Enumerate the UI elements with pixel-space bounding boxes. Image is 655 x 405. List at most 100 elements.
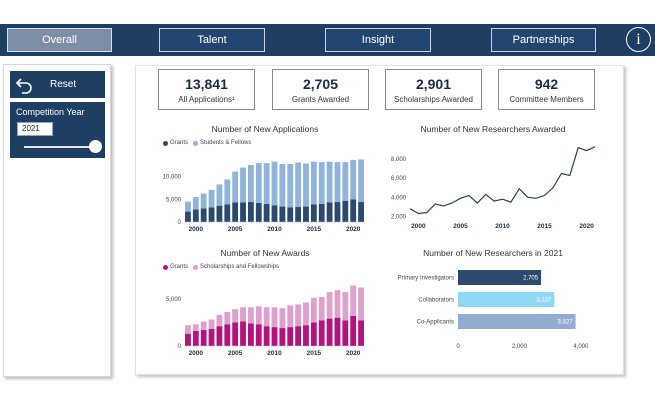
competition-year-filter: Competition Year 2021 (10, 102, 105, 158)
top-navigation-bar: Overall Talent Insight Partnerships i (0, 24, 655, 56)
x-tick-label: 4,000 (573, 344, 589, 350)
chart-title-researchers-awarded: Number of New Researchers Awarded (420, 124, 566, 134)
year-slider-track[interactable] (24, 146, 94, 148)
legend-label: Grants (170, 264, 189, 270)
data-label: 3,827 (558, 320, 574, 326)
y-tick-label: 0 (178, 344, 182, 350)
bar-segment (263, 203, 270, 222)
reset-button[interactable]: Reset (10, 71, 105, 98)
competition-year-input[interactable]: 2021 (17, 122, 53, 136)
tab-partnerships[interactable]: Partnerships (491, 28, 596, 52)
x-tick-label: 2000 (189, 350, 204, 357)
bar-segment (287, 207, 294, 222)
x-tick-label: 2000 (189, 226, 204, 233)
bar-segment (216, 205, 223, 222)
kpi-value: 942 (534, 76, 559, 92)
applications-chart: 0 5,000 10,000 2000 2005 2010 2015 2020 (163, 159, 365, 233)
bar-segment (224, 179, 231, 205)
y-tick-label: 2,000 (391, 214, 407, 220)
x-tick-label: 2010 (267, 350, 282, 357)
legend-label: Students & Fellows (200, 140, 252, 146)
bar-segment (342, 292, 349, 321)
bar-segment (255, 163, 262, 203)
bar-segment (232, 309, 239, 323)
x-tick-label: 0 (456, 344, 460, 350)
bar-segment (232, 171, 239, 203)
bar-segment (240, 321, 246, 346)
y-tick-label: 6,000 (391, 176, 407, 182)
x-tick-label: 2005 (228, 350, 243, 357)
bar-segment (192, 324, 199, 331)
bar-segment (240, 202, 246, 222)
bar-segment (295, 162, 302, 208)
awards-chart: 0 5,000 2000 2005 2010 2015 2020 (166, 285, 365, 357)
bar-segment (192, 330, 199, 346)
competition-year-label: Competition Year (16, 107, 85, 117)
category-label: Co-Applicants (417, 320, 454, 326)
legend-swatch (163, 140, 168, 146)
x-tick-label: 2005 (228, 226, 243, 233)
kpi-committee-members: 942 Committee Members (498, 69, 595, 110)
legend-label: Grants (170, 140, 189, 146)
bar-segment (185, 201, 191, 212)
bar-segment (342, 200, 349, 222)
legend-awards: Grants Scholarships and Fellowships (163, 264, 284, 270)
bar-segment (287, 163, 294, 208)
bar-segment (303, 163, 309, 207)
bar-segment (350, 315, 357, 346)
bar-segment (240, 167, 246, 203)
bar-segment (263, 307, 270, 327)
bar-segment (208, 189, 215, 208)
x-tick-label: 2000 (411, 223, 426, 230)
bar (458, 314, 576, 329)
bar-segment (334, 202, 341, 222)
bar-segment (216, 314, 223, 327)
kpi-all-applications: 13,841 All Applications¹ (158, 69, 255, 110)
bar-segment (318, 296, 325, 321)
info-icon[interactable]: i (626, 27, 651, 52)
x-tick-label: 2020 (346, 350, 361, 357)
legend-swatch (193, 140, 199, 146)
bar-segment (247, 202, 254, 222)
legend-label: Scholarships and Fellowships (200, 264, 280, 270)
bar-segment (358, 202, 364, 222)
undo-arrow-icon (15, 77, 32, 94)
chart-title-awards: Number of New Awards (220, 248, 310, 258)
bar-segment (208, 329, 215, 346)
series-line (409, 146, 596, 215)
kpi-label: Scholarships Awarded (393, 95, 473, 104)
bar-segment (255, 202, 262, 222)
bar-segment (334, 162, 341, 203)
bar-segment (295, 207, 302, 222)
bar-segment (216, 184, 223, 206)
tab-insight[interactable]: Insight (325, 28, 431, 52)
bar-segment (255, 324, 262, 346)
bar-segment (200, 193, 207, 209)
legend-applications: Grants Students & Fellows (163, 140, 256, 146)
tab-overall[interactable]: Overall (7, 28, 112, 52)
chart-title-applications: Number of New Applications (211, 124, 319, 134)
bar-segment (310, 204, 317, 222)
bar-segment (185, 211, 191, 222)
legend-item: Grants (163, 140, 188, 146)
bar-segment (279, 328, 286, 346)
bar-segment (192, 209, 199, 222)
bar-segment (232, 202, 239, 222)
bar-segment (303, 206, 309, 222)
data-label: 2,705 (523, 276, 539, 282)
bar-segment (247, 323, 254, 346)
bar-segment (350, 285, 357, 316)
researchers-awarded-chart: 2,000 4,000 6,000 8,000 2000 2005 2010 2015 2020 (391, 146, 596, 230)
bar-segment (310, 322, 317, 346)
bar-segment (279, 308, 286, 329)
x-tick-label: 2,000 (512, 344, 528, 350)
kpi-value: 2,901 (415, 76, 452, 92)
bar-segment (200, 329, 207, 346)
y-tick-label: 8,000 (391, 157, 407, 163)
bar-segment (326, 202, 333, 222)
bar-segment (310, 297, 317, 323)
year-slider-handle[interactable] (89, 140, 102, 153)
tab-talent[interactable]: Talent (159, 28, 265, 52)
bar-segment (247, 307, 254, 324)
x-tick-label: 2020 (346, 226, 361, 233)
